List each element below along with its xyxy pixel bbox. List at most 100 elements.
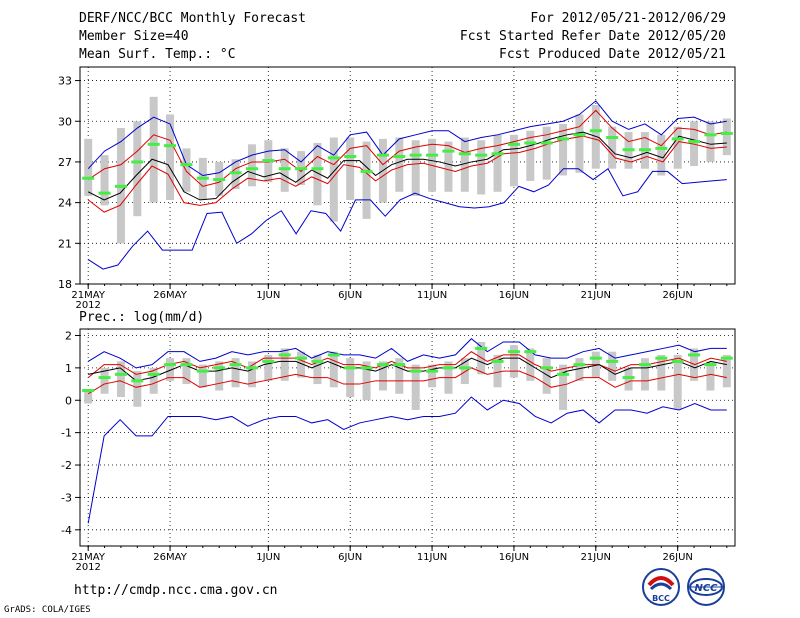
temp-box (526, 130, 535, 181)
temp-median-marker (131, 160, 144, 164)
temp-median-marker (704, 133, 717, 137)
prec-median-marker (638, 363, 651, 367)
prec-box (100, 367, 109, 394)
prec-median-marker (540, 366, 553, 370)
prec-median-marker (245, 366, 258, 370)
temp-ytick-label: 27 (58, 156, 72, 169)
temp-median-marker (82, 176, 95, 180)
prec-ytick-label: -3 (61, 491, 72, 504)
prec-median-marker (475, 346, 488, 350)
prec-median-marker (589, 356, 602, 360)
prec-ytick-label: 1 (65, 362, 72, 375)
temp-xtick-label: 6JUN (338, 290, 362, 301)
prec-median-marker (229, 363, 242, 367)
temp-median-marker (229, 171, 242, 175)
temp-box (690, 121, 699, 167)
prec-median-marker (688, 353, 701, 357)
temp-series-min (87, 167, 727, 270)
forecast-start-date: Fcst Started Refer Date 2012/05/20 (459, 29, 726, 44)
prec-median-marker (360, 366, 373, 370)
temp-ytick-label: 18 (58, 278, 72, 291)
temp-median-marker (540, 141, 553, 145)
prec-box (673, 354, 682, 410)
temp-xtick-year: 2012 (75, 300, 100, 311)
temp-median-marker (98, 191, 111, 195)
temp-panel-title: Mean Surf. Temp.: °C (79, 47, 236, 62)
temp-box (608, 126, 617, 169)
prec-box (624, 367, 633, 391)
prec-xtick-label: 26MAY (153, 552, 187, 563)
prec-median-marker (327, 353, 340, 357)
temp-box (542, 126, 551, 180)
temp-box (182, 148, 191, 192)
ncc-logo: NCC (687, 568, 725, 606)
temp-median-marker (295, 167, 308, 171)
temp-box (722, 118, 731, 156)
prec-series-lower (87, 367, 727, 395)
prec-median-marker (376, 363, 389, 367)
grads-credit: GrADS: COLA/IGES (4, 605, 91, 615)
temp-median-marker (262, 159, 275, 163)
temp-median-marker (409, 153, 422, 157)
temp-median-marker (688, 140, 701, 144)
temp-median-marker (606, 136, 619, 140)
temp-median-marker (426, 153, 439, 157)
temp-median-marker (524, 141, 537, 145)
temp-median-marker (507, 142, 520, 146)
prec-box (264, 354, 273, 381)
prec-box (722, 354, 731, 388)
prec-median-marker (524, 350, 537, 354)
temp-box (493, 134, 502, 192)
prec-ytick-label: 0 (65, 394, 72, 407)
prec-box (133, 371, 142, 407)
forecast-range: For 2012/05/21-2012/06/29 (530, 11, 726, 26)
temp-ytick-label: 24 (58, 197, 72, 210)
temp-xtick-label: 26JUN (662, 290, 692, 301)
source-url[interactable]: http://cmdp.ncc.cma.gov.cn (74, 583, 278, 598)
temp-box (411, 140, 420, 196)
prec-box (313, 354, 322, 385)
prec-xtick-year: 2012 (75, 562, 100, 573)
prec-xtick-label: 11JUN (417, 552, 447, 563)
prec-median-marker (442, 366, 455, 370)
temp-box (329, 137, 338, 222)
temp-box (559, 123, 568, 176)
precip-panel-title: Prec.: log(mm/d) (79, 310, 205, 325)
temp-box (149, 96, 158, 203)
temp-series-upper (87, 109, 727, 187)
temp-box (346, 137, 355, 200)
temp-xtick-label: 11JUN (417, 290, 447, 301)
chart-title: DERF/NCC/BCC Monthly Forecast (79, 11, 306, 26)
prec-box (215, 361, 224, 391)
prec-median-marker (213, 366, 226, 370)
prec-median-marker (311, 359, 324, 363)
prec-median-marker (131, 379, 144, 383)
temp-series-mean (87, 131, 727, 201)
ncc-logo-text: NCC (694, 583, 718, 594)
prec-median-marker (606, 359, 619, 363)
prec-series-upper (87, 351, 727, 378)
temp-median-marker (278, 167, 291, 171)
prec-xtick-label: 26JUN (662, 552, 692, 563)
prec-xtick-label: 21MAY (71, 552, 105, 563)
prec-box (640, 358, 649, 391)
prec-box (657, 354, 666, 391)
temp-median-marker (114, 184, 127, 188)
prec-box (608, 351, 617, 381)
prec-xtick-label: 21JUN (581, 552, 611, 563)
prec-box (280, 348, 289, 381)
temp-median-marker (164, 144, 177, 148)
temp-median-marker (458, 152, 471, 156)
prec-median-marker (557, 372, 570, 376)
prec-xtick-label: 16JUN (499, 552, 529, 563)
prec-box (428, 364, 437, 388)
bcc-logo: BCC (642, 568, 680, 606)
temp-median-marker (491, 152, 504, 156)
prec-median-marker (507, 350, 520, 354)
temp-median-marker (245, 167, 258, 171)
prec-series-mean (88, 357, 727, 382)
prec-median-marker (393, 363, 406, 367)
prec-box (149, 367, 158, 394)
